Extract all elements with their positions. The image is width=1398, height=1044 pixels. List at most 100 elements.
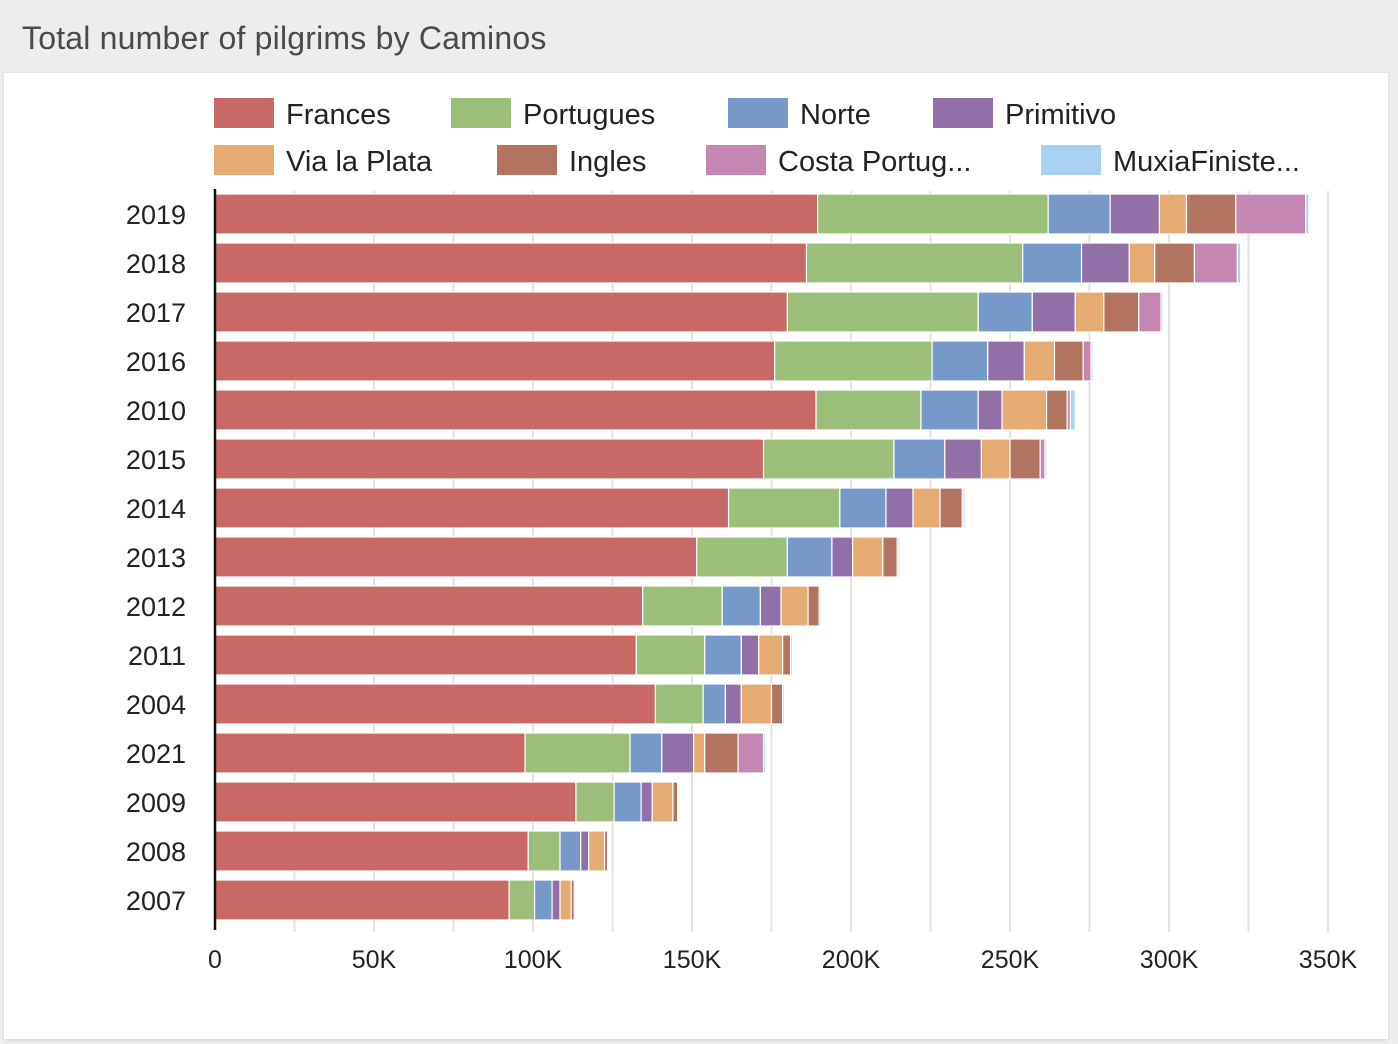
bar-2011-portugues[interactable] [635,634,706,676]
bar-2009-primitivo[interactable] [640,781,653,823]
bar-2013-ingles[interactable] [882,536,898,578]
bar-2009-via-la-plata[interactable] [651,781,674,823]
bar-2019-ingles[interactable] [1185,193,1237,235]
bar-2012-ingles[interactable] [807,585,820,627]
bar-2021-primitivo[interactable] [661,732,695,774]
bar-2018-portugues[interactable] [805,242,1024,284]
legend-swatch-portugues[interactable] [451,98,511,128]
bar-2015-via-la-plata[interactable] [980,438,1011,480]
legend-label-muxiafiniste[interactable]: MuxiaFiniste... [1113,146,1300,178]
legend-swatch-costa-portug[interactable] [706,145,766,175]
bar-2019-muxiafiniste[interactable] [1305,193,1310,235]
bar-2012-frances[interactable] [214,585,644,627]
legend-swatch-via-la-plata[interactable] [214,145,274,175]
bar-2008-muxiafiniste[interactable] [608,830,611,872]
bar-2004-ingles[interactable] [770,683,784,725]
bar-2019-portugues[interactable] [817,193,1049,235]
legend-swatch-muxiafiniste[interactable] [1041,145,1101,175]
bar-2015-primitivo[interactable] [944,438,982,480]
bar-2021-via-la-plata[interactable] [692,732,706,774]
bar-2007-norte[interactable] [533,879,553,921]
legend-label-norte[interactable]: Norte [800,99,871,131]
bar-2007-via-la-plata[interactable] [559,879,572,921]
bar-2013-muxiafiniste[interactable] [898,536,901,578]
bar-2013-frances[interactable] [214,536,698,578]
bar-2007-primitivo[interactable] [551,879,561,921]
bar-2017-costa-portug[interactable] [1138,291,1162,333]
bar-2019-primitivo[interactable] [1109,193,1161,235]
bar-2011-ingles[interactable] [782,634,792,676]
bar-2021-norte[interactable] [629,732,663,774]
bar-2004-via-la-plata[interactable] [740,683,773,725]
bar-2010-muxiafiniste[interactable] [1069,389,1076,431]
bar-2014-frances[interactable] [214,487,730,529]
bar-2012-norte[interactable] [721,585,761,627]
bar-2017-via-la-plata[interactable] [1074,291,1105,333]
bar-2009-muxiafiniste[interactable] [678,781,681,823]
bar-2017-ingles[interactable] [1103,291,1140,333]
bar-2008-frances[interactable] [214,830,529,872]
bar-2004-frances[interactable] [214,683,657,725]
bar-2016-via-la-plata[interactable] [1023,340,1056,382]
bar-2010-norte[interactable] [920,389,979,431]
bar-2007-muxiafiniste[interactable] [574,879,577,921]
legend-label-portugues[interactable]: Portugues [523,99,655,131]
bar-2014-ingles[interactable] [939,487,963,529]
bar-2017-norte[interactable] [977,291,1033,333]
bar-2009-ingles[interactable] [672,781,679,823]
bar-2018-via-la-plata[interactable] [1128,242,1156,284]
bar-2009-norte[interactable] [613,781,642,823]
bar-2018-norte[interactable] [1022,242,1083,284]
bar-2015-portugues[interactable] [762,438,895,480]
bar-2004-norte[interactable] [702,683,726,725]
bar-2004-primitivo[interactable] [724,683,742,725]
bar-2011-via-la-plata[interactable] [758,634,784,676]
bar-2008-portugues[interactable] [527,830,561,872]
bar-2014-norte[interactable] [839,487,887,529]
bar-2017-primitivo[interactable] [1031,291,1076,333]
bar-2013-primitivo[interactable] [831,536,854,578]
bar-2019-via-la-plata[interactable] [1158,193,1188,235]
bar-2021-ingles[interactable] [704,732,739,774]
bar-2018-ingles[interactable] [1154,242,1196,284]
bar-2019-frances[interactable] [214,193,819,235]
legend-label-via-la-plata[interactable]: Via la Plata [286,146,433,178]
bar-2012-primitivo[interactable] [759,585,782,627]
bar-2018-primitivo[interactable] [1080,242,1130,284]
bar-2011-frances[interactable] [214,634,637,676]
bar-2015-frances[interactable] [214,438,765,480]
bar-2010-primitivo[interactable] [977,389,1003,431]
bar-2021-portugues[interactable] [524,732,631,774]
bar-2013-via-la-plata[interactable] [851,536,884,578]
bar-2004-muxiafiniste[interactable] [783,683,786,725]
bar-2016-costa-portug[interactable] [1082,340,1092,382]
bar-2015-muxiafiniste[interactable] [1044,438,1048,480]
bar-2017-portugues[interactable] [786,291,979,333]
bar-2008-norte[interactable] [559,830,582,872]
legend-swatch-primitivo[interactable] [933,98,993,128]
bar-2010-via-la-plata[interactable] [1001,389,1048,431]
bar-2007-portugues[interactable] [508,879,536,921]
legend-label-primitivo[interactable]: Primitivo [1005,99,1116,131]
bar-2018-muxiafiniste[interactable] [1236,242,1242,284]
bar-2010-portugues[interactable] [815,389,922,431]
bar-2014-portugues[interactable] [727,487,841,529]
bar-2012-portugues[interactable] [642,585,723,627]
bar-2018-costa-portug[interactable] [1193,242,1238,284]
bar-2021-costa-portug[interactable] [737,732,765,774]
legend-swatch-norte[interactable] [728,98,788,128]
bar-2016-muxiafiniste[interactable] [1090,340,1094,382]
legend-label-frances[interactable]: Frances [286,99,391,131]
bar-2015-ingles[interactable] [1009,438,1041,480]
bar-2021-frances[interactable] [214,732,526,774]
bar-2014-muxiafiniste[interactable] [963,487,967,529]
bar-2016-norte[interactable] [931,340,989,382]
bar-2017-muxiafiniste[interactable] [1160,291,1164,333]
bar-2014-primitivo[interactable] [885,487,914,529]
bar-2021-muxiafiniste[interactable] [762,732,767,774]
bar-2009-portugues[interactable] [575,781,615,823]
bar-2016-ingles[interactable] [1053,340,1084,382]
bar-2016-portugues[interactable] [774,340,933,382]
legend-label-costa-portug[interactable]: Costa Portug... [778,146,971,178]
legend-label-ingles[interactable]: Ingles [569,146,646,178]
